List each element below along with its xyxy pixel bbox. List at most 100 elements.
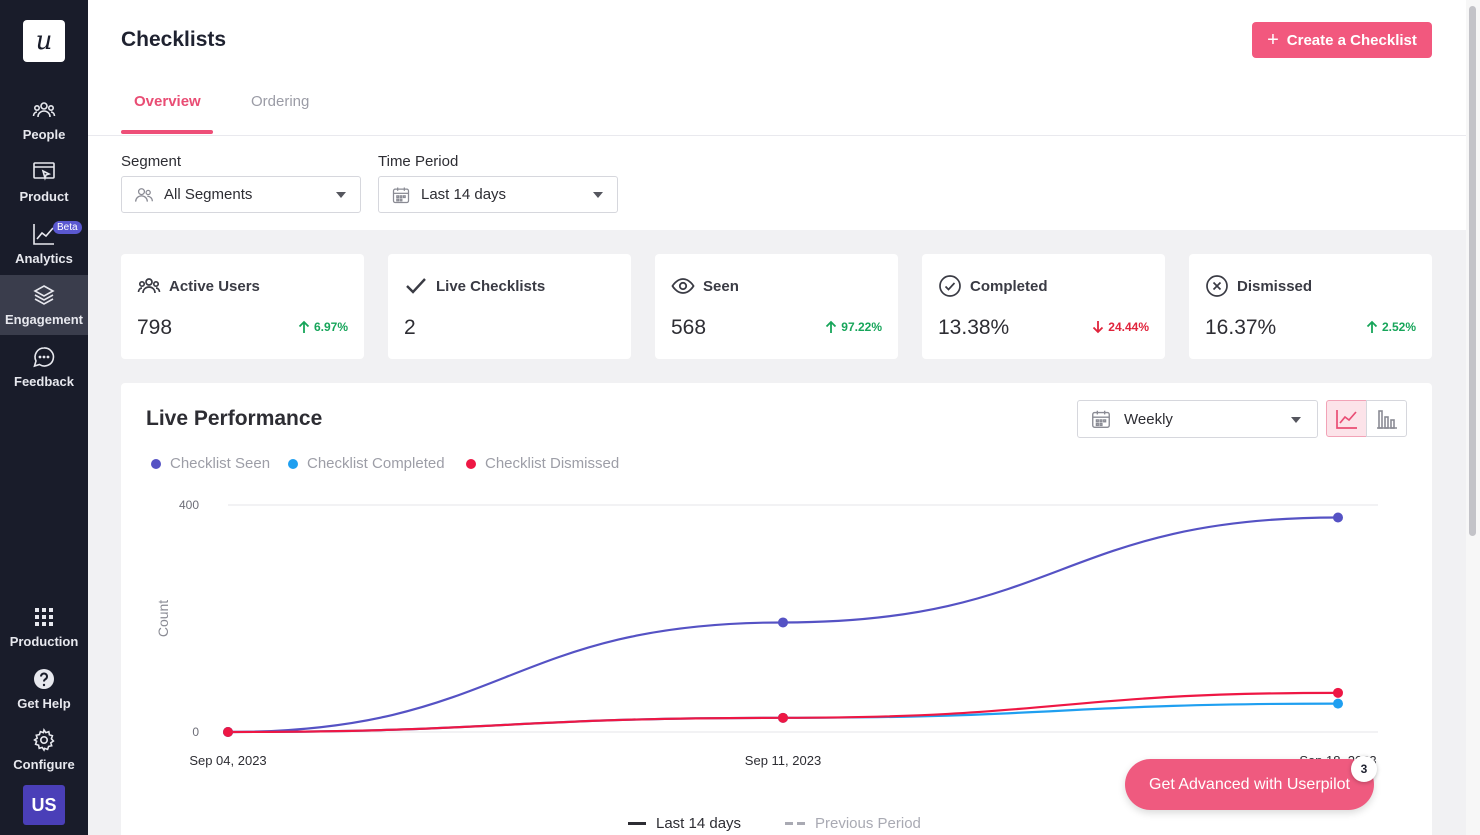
interval-value: Weekly	[1124, 410, 1173, 428]
legend-item-dismissed[interactable]: Checklist Dismissed	[466, 455, 619, 472]
chevron-down-icon	[336, 192, 346, 198]
time-period-select[interactable]: Last 14 days	[378, 176, 618, 213]
eye-icon	[671, 278, 695, 294]
nav-engagement[interactable]: Engagement	[0, 275, 88, 335]
plus-icon: +	[1267, 29, 1279, 51]
stat-trend: 6.97%	[298, 320, 348, 334]
nav-people-label: People	[22, 127, 66, 142]
people-icon	[135, 187, 153, 202]
calendar-icon	[392, 187, 410, 203]
nav-product[interactable]: Product	[0, 152, 88, 212]
stat-trend-value: 97.22%	[841, 320, 882, 334]
x-tick-label: Sep 04, 2023	[189, 753, 266, 768]
segment-value: All Segments	[164, 186, 253, 203]
sidebar: u People Product Beta Analytics Engageme…	[0, 0, 88, 835]
legend-previous-period[interactable]: Previous Period	[785, 815, 921, 832]
legend-label: Checklist Completed	[307, 455, 445, 472]
scrollbar-thumb[interactable]	[1469, 6, 1476, 536]
stat-card-live-checklists: Live Checklists 2	[388, 254, 631, 359]
panel-title: Live Performance	[146, 407, 323, 430]
stat-trend: 97.22%	[825, 320, 882, 334]
line-chart-icon	[1335, 409, 1357, 429]
stat-value: 568	[671, 316, 707, 339]
legend-dot	[466, 458, 476, 469]
tab-ordering[interactable]: Ordering	[251, 93, 310, 110]
stat-card-dismissed: Dismissed 16.37% 2.52%	[1189, 254, 1432, 359]
arrow-down-icon	[1093, 321, 1104, 334]
x-tick-label: Sep 11, 2023	[745, 753, 821, 768]
arrow-up-icon	[1366, 320, 1378, 333]
stat-label: Live Checklists	[436, 277, 546, 295]
bar-chart-toggle[interactable]	[1366, 400, 1407, 437]
segment-label: Segment	[121, 153, 182, 170]
y-tick-label: 0	[192, 725, 199, 739]
stat-card-completed: Completed 13.38% 24.44%	[922, 254, 1165, 359]
stat-label: Dismissed	[1237, 277, 1313, 295]
calendar-icon	[1092, 410, 1110, 428]
data-point-seen	[778, 617, 788, 628]
page-title: Checklists	[121, 28, 227, 51]
chat-bubble-icon	[33, 347, 55, 368]
stat-label: Active Users	[169, 277, 260, 295]
legend-label: Last 14 days	[656, 815, 742, 832]
data-point-completed	[1333, 698, 1343, 709]
stat-trend-value: 2.52%	[1381, 320, 1416, 334]
layers-icon	[33, 285, 55, 305]
nav-production-label: Production	[9, 634, 79, 649]
notification-badge: 3	[1351, 756, 1377, 782]
help-icon	[34, 669, 54, 689]
segment-select[interactable]: All Segments	[121, 176, 361, 213]
legend-current-period[interactable]: Last 14 days	[628, 815, 741, 832]
beta-badge: Beta	[53, 221, 82, 234]
nav-production[interactable]: Production	[0, 597, 88, 657]
stat-label: Completed	[970, 277, 1048, 295]
nav-get-help[interactable]: Get Help	[0, 659, 88, 719]
legend-label: Checklist Seen	[170, 455, 271, 472]
stat-value: 16.37%	[1205, 316, 1277, 339]
create-checklist-label: Create a Checklist	[1286, 31, 1417, 49]
nav-people[interactable]: People	[0, 90, 88, 150]
data-point-seen	[1333, 512, 1343, 523]
legend-dot	[288, 458, 298, 469]
nav-configure-label: Configure	[13, 757, 75, 772]
stat-card-seen: Seen 568 97.22%	[655, 254, 898, 359]
people-icon	[32, 102, 56, 118]
stat-value: 798	[137, 316, 173, 339]
chevron-down-icon	[1291, 417, 1301, 423]
nav-configure[interactable]: Configure	[0, 720, 88, 780]
checkmark-icon	[406, 278, 426, 294]
nav-feedback[interactable]: Feedback	[0, 337, 88, 397]
tab-divider	[88, 135, 1466, 136]
legend-label: Previous Period	[815, 815, 921, 832]
data-point-dismissed	[223, 727, 233, 737]
dashed-line-swatch	[785, 822, 805, 825]
legend-item-seen[interactable]: Checklist Seen	[151, 455, 270, 472]
nav-get-help-label: Get Help	[17, 696, 71, 711]
time-period-label: Time Period	[378, 153, 459, 170]
userpilot-logo[interactable]: u	[23, 20, 65, 62]
solid-line-swatch	[628, 822, 646, 825]
check-circle-icon	[939, 275, 961, 297]
create-checklist-button[interactable]: + Create a Checklist	[1252, 22, 1432, 58]
tab-overview[interactable]: Overview	[134, 93, 201, 110]
stat-label: Seen	[703, 277, 739, 295]
nav-product-label: Product	[19, 189, 69, 204]
time-period-value: Last 14 days	[421, 186, 507, 203]
legend-item-completed[interactable]: Checklist Completed	[288, 455, 445, 472]
account-avatar[interactable]: US	[23, 785, 65, 825]
upgrade-promo-button[interactable]: Get Advanced with Userpilot	[1125, 759, 1374, 810]
stat-trend: 2.52%	[1366, 320, 1416, 334]
x-circle-icon	[1206, 275, 1228, 297]
interval-select[interactable]: Weekly	[1077, 400, 1318, 438]
nav-engagement-label: Engagement	[4, 312, 83, 327]
nav-feedback-label: Feedback	[14, 374, 74, 389]
line-chart-toggle[interactable]	[1326, 400, 1367, 437]
legend-dot	[151, 458, 161, 469]
stat-trend-value: 6.97%	[313, 320, 348, 334]
y-tick-label: 400	[179, 498, 199, 512]
bar-chart-icon	[1376, 409, 1397, 429]
stat-card-active-users: Active Users 798 6.97%	[121, 254, 364, 359]
nav-analytics[interactable]: Beta Analytics	[0, 214, 88, 274]
product-icon	[33, 162, 55, 181]
